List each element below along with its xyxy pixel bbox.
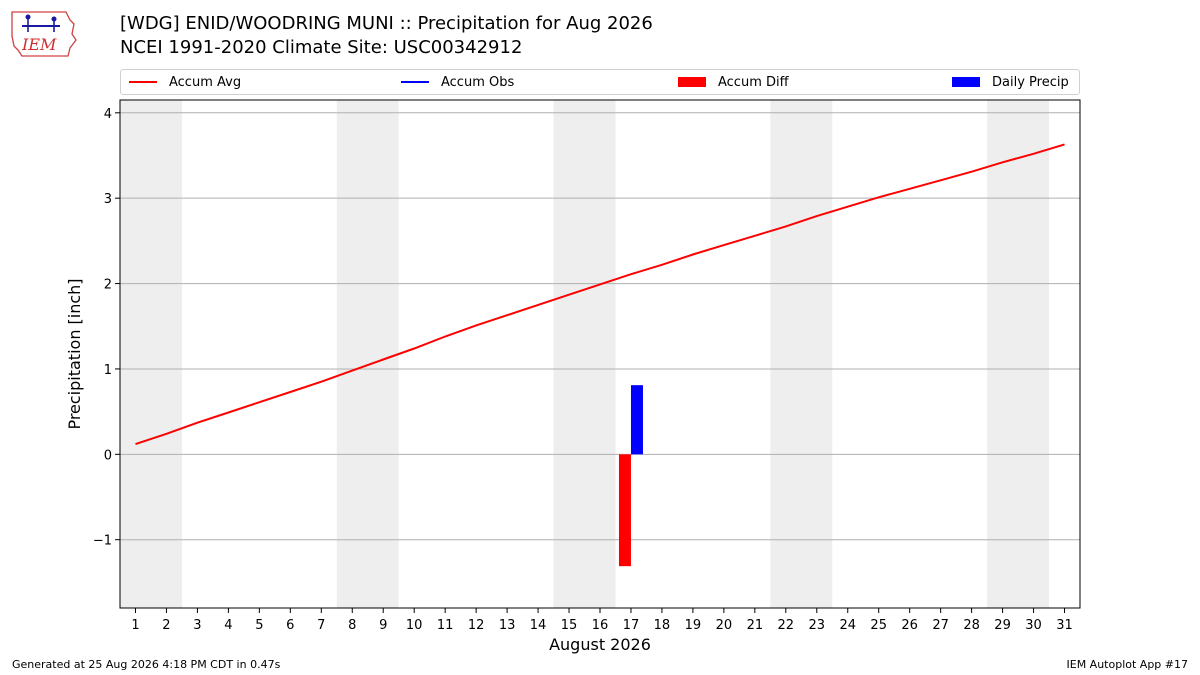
x-tick-label: 27 [932,618,949,633]
weekend-shade [553,100,616,608]
x-tick-label: 1 [131,618,139,633]
x-tick-label: 20 [716,618,733,633]
legend-item-daily-precip: Daily Precip [952,70,1069,94]
x-tick-label: 22 [778,618,795,633]
legend-label: Accum Obs [441,74,515,90]
y-tick-label: 4 [104,107,112,122]
legend-swatch [401,81,429,83]
x-tick-label: 6 [286,618,294,633]
y-tick-label: 3 [104,192,112,207]
iem-logo: IEM [11,11,77,57]
x-tick-label: 16 [592,618,609,633]
accum-diff-bar [618,454,631,567]
x-tick-label: 3 [193,618,201,633]
x-tick-label: 11 [437,618,454,633]
x-tick-label: 12 [468,618,485,633]
y-axis-label: Precipitation [inch] [65,278,84,429]
x-tick-label: 18 [654,618,671,633]
y-tick-label: 0 [104,448,112,463]
x-tick-label: 5 [255,618,263,633]
legend-label: Accum Avg [169,74,242,90]
legend-item-accum-obs: Accum Obs [401,70,514,94]
weekend-shade [336,100,399,608]
y-tick-label: −1 [93,534,112,549]
legend: Accum Avg Accum Obs Accum Diff Daily Pre… [120,69,1080,95]
legend-item-accum-avg: Accum Avg [129,70,241,94]
legend-item-accum-diff: Accum Diff [678,70,789,94]
x-tick-label: 9 [379,618,387,633]
x-tick-label: 7 [317,618,325,633]
legend-label: Accum Diff [718,74,789,90]
x-tick-label: 10 [406,618,423,633]
weekend-shade [987,100,1050,608]
x-tick-label: 14 [530,618,547,633]
x-tick-label: 31 [1056,618,1073,633]
daily-precip-bar [630,385,643,455]
logo-text: IEM [21,35,57,54]
x-tick-label: 17 [623,618,640,633]
x-tick-label: 30 [1025,618,1042,633]
x-tick-label: 28 [963,618,980,633]
legend-swatch [678,77,706,87]
weekend-shade [770,100,833,608]
app-credit: IEM Autoplot App #17 [1066,658,1189,671]
x-tick-label: 25 [870,618,887,633]
chart-subtitle: NCEI 1991-2020 Climate Site: USC00342912 [120,37,523,58]
x-tick-label: 8 [348,618,356,633]
chart-title: [WDG] ENID/WOODRING MUNI :: Precipitatio… [120,13,653,34]
x-tick-label: 21 [747,618,764,633]
x-tick-label: 26 [901,618,918,633]
x-tick-label: 4 [224,618,232,633]
x-tick-label: 13 [499,618,516,633]
x-tick-label: 19 [685,618,702,633]
weekend-shade [120,100,182,608]
legend-swatch [952,77,980,87]
generated-note: Generated at 25 Aug 2026 4:18 PM CDT in … [12,658,281,671]
y-tick-label: 2 [104,278,112,293]
x-tick-label: 2 [162,618,170,633]
accum-avg-line [135,143,1065,446]
y-tick-label: 1 [104,363,112,378]
x-tick-label: 23 [809,618,826,633]
legend-label: Daily Precip [992,74,1069,90]
x-axis-label: August 2026 [549,635,651,654]
x-tick-label: 15 [561,618,578,633]
x-tick-label: 24 [839,618,856,633]
legend-swatch [129,81,157,83]
x-tick-label: 29 [994,618,1011,633]
